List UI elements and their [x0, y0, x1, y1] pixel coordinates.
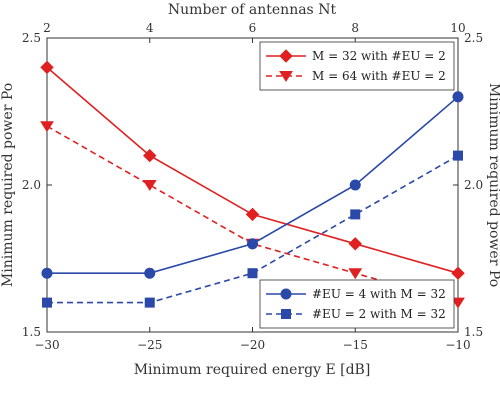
bottom-tick-label: −25: [137, 338, 162, 352]
series-point: [247, 238, 258, 250]
series-point: [41, 267, 53, 279]
series-layer: [40, 60, 465, 309]
series-1: [40, 60, 465, 280]
top-tick-label: 6: [249, 21, 257, 35]
legend-marker: [279, 49, 293, 63]
legend-label: M = 32 with #EU = 2: [312, 49, 446, 63]
bottom-tick-label: −30: [34, 338, 59, 352]
top-tick-label: 8: [351, 21, 359, 35]
top-tick-label: 4: [146, 21, 154, 35]
top-axis-ticks: 2 4 6 8 10: [43, 21, 466, 43]
legend-marker: [281, 309, 291, 319]
left-axis-ticks: 1.5 2.0 2.5: [22, 31, 52, 339]
legend-label: #EU = 2 with M = 32: [312, 307, 446, 321]
series-point: [451, 266, 465, 280]
series-point: [245, 207, 260, 222]
bottom-tick-label: −15: [343, 338, 368, 352]
series-point: [40, 60, 54, 75]
series-point: [144, 267, 156, 279]
y-axis-title-right: Minimum required power Po: [486, 83, 500, 287]
series-point: [142, 180, 157, 192]
series-point: [144, 297, 155, 308]
bottom-tick-label: −20: [240, 338, 265, 352]
right-tick-label: 1.5: [464, 325, 483, 339]
series-point: [452, 91, 464, 103]
legend-box: [259, 279, 455, 329]
legend-label: M = 64 with #EU = 2: [312, 69, 446, 83]
series-point: [453, 150, 463, 161]
series-3: [41, 91, 464, 279]
y-axis-title-left: Minimum required power Po: [0, 83, 16, 287]
legend-layer: M = 32 with #EU = 2 M = 64 with #EU = 2 #E…: [259, 41, 455, 329]
left-tick-label: 2.0: [22, 178, 41, 192]
series-point: [40, 121, 54, 133]
series-point: [348, 268, 363, 280]
legend-label: #EU = 4 with M = 32: [312, 287, 446, 301]
series-point: [350, 209, 361, 220]
bottom-axis-ticks: −30 −25 −20 −15 −10: [34, 327, 471, 352]
x-axis-title-top: Number of antennas Nt: [168, 2, 337, 18]
top-tick-label: 10: [450, 21, 465, 35]
series-point: [42, 297, 52, 308]
legend-top-right: M = 32 with #EU = 2 M = 64 with #EU = 2: [259, 41, 455, 91]
series-point: [451, 297, 465, 309]
legend-marker: [279, 71, 293, 83]
left-tick-label: 1.5: [22, 325, 41, 339]
series-4: [42, 150, 463, 308]
right-tick-label: 2.5: [464, 31, 483, 45]
legend-marker: [280, 288, 292, 300]
series-point: [143, 148, 157, 163]
top-tick-label: 2: [43, 21, 51, 35]
bottom-tick-label: −10: [445, 338, 470, 352]
series-point: [247, 268, 258, 279]
right-tick-label: 2.0: [464, 178, 483, 192]
series-point: [348, 237, 362, 251]
right-axis-ticks: 1.5 2.0 2.5: [453, 31, 483, 339]
legend-box: [259, 41, 455, 91]
x-axis-title-bottom: Minimum required energy E [dB]: [134, 362, 371, 378]
left-tick-label: 2.5: [22, 31, 41, 45]
legend-bottom-right: #EU = 4 with M = 32 #EU = 2 with M = 32: [259, 279, 455, 329]
series-point: [349, 179, 361, 191]
